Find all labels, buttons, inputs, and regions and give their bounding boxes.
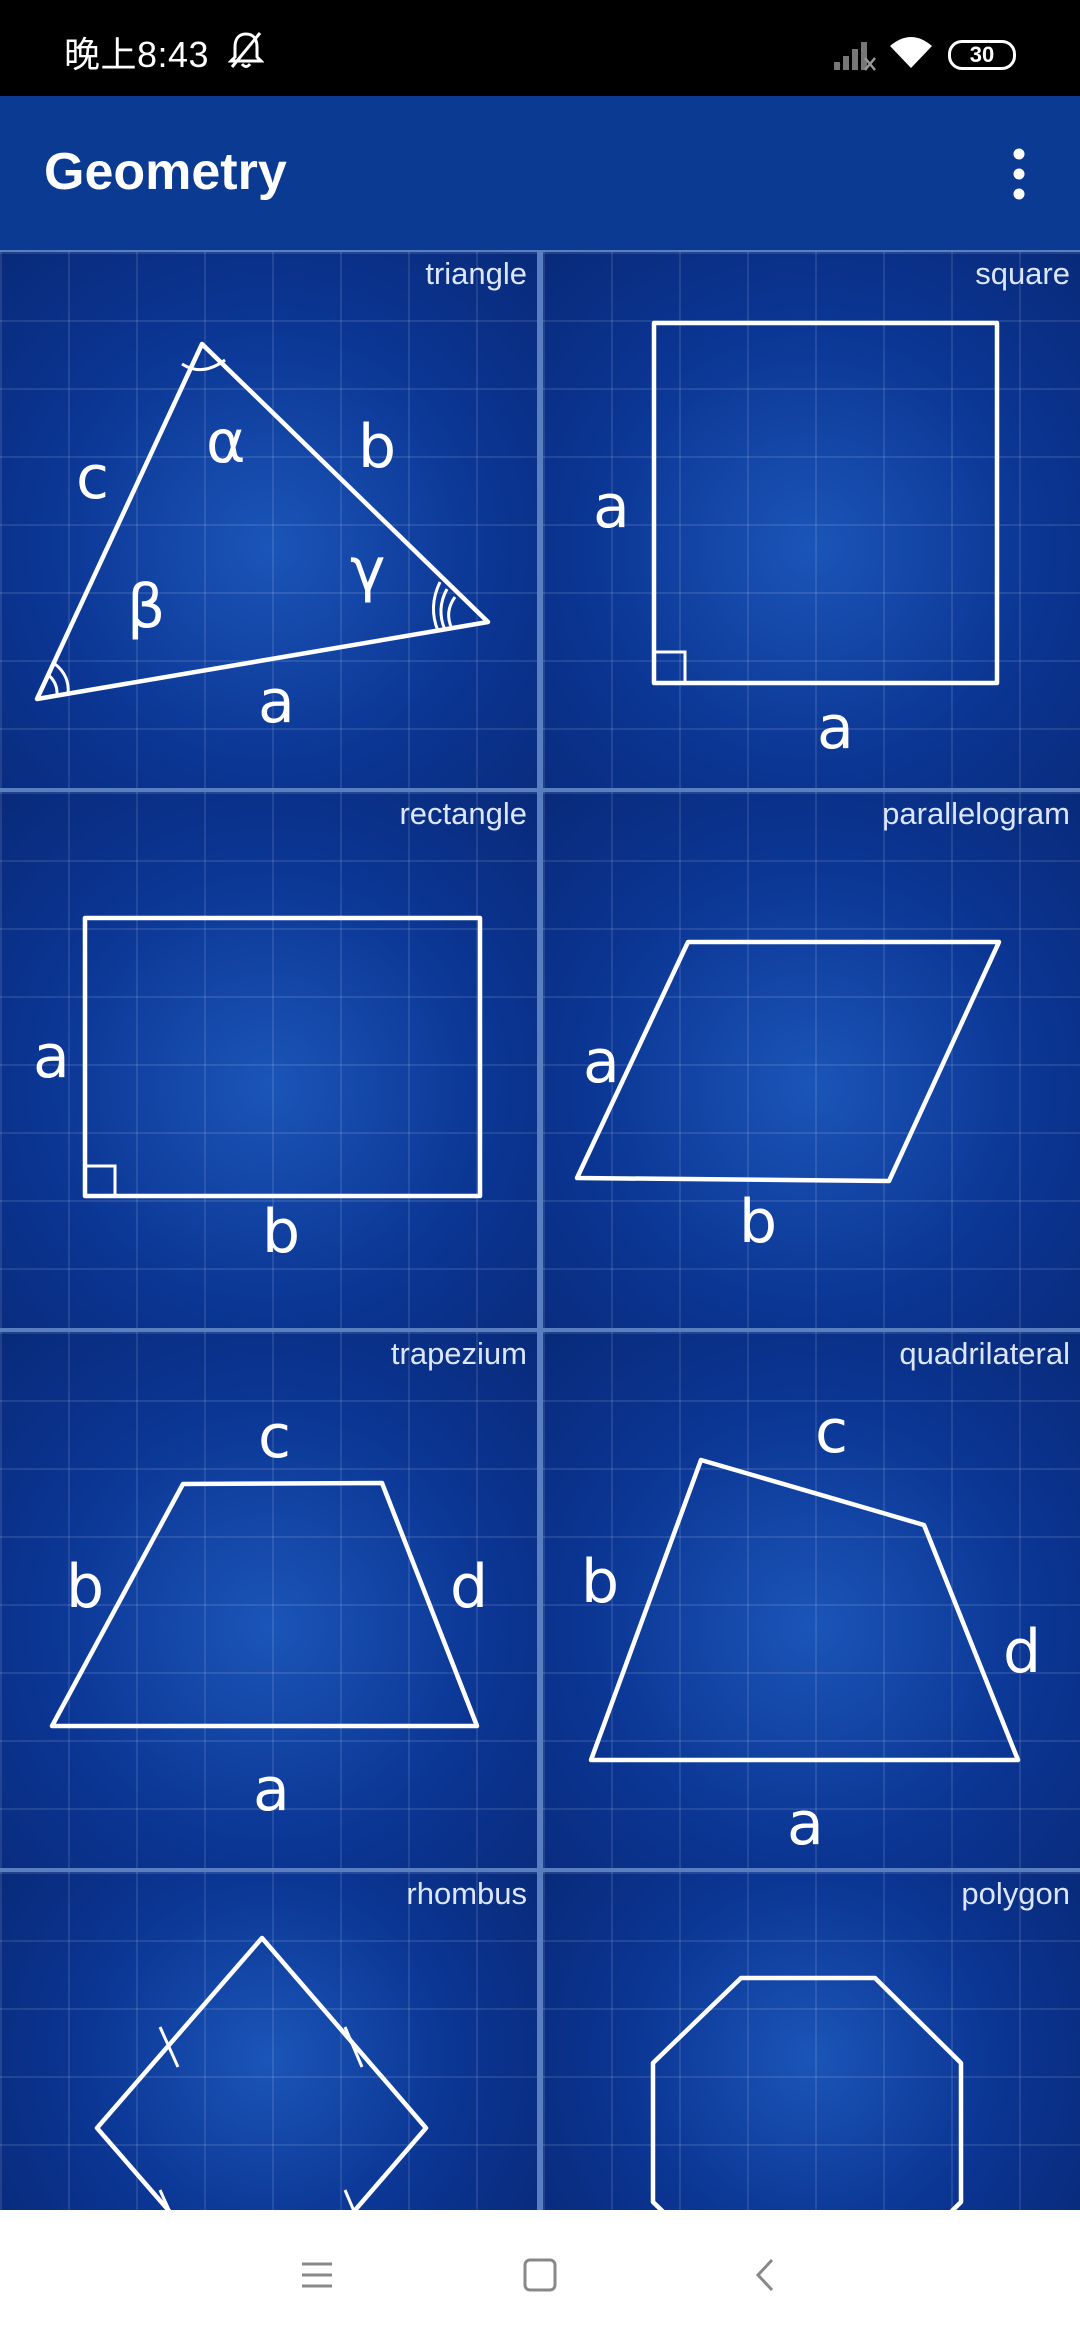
signal-icon	[834, 42, 876, 71]
tile-label: triangle	[425, 256, 527, 291]
side-d: d	[1003, 1617, 1041, 1687]
side-c: c	[815, 1397, 848, 1467]
navigation-bar	[0, 2210, 1080, 2340]
status-bar: 晚上8:43 30	[0, 0, 1080, 96]
side-b: b	[581, 1547, 619, 1617]
triangle-figure: c α b β γ a	[34, 341, 491, 737]
tile-label: rhombus	[406, 1876, 527, 1911]
back-icon[interactable]	[742, 2250, 792, 2300]
rectangle-figure: a b	[33, 915, 483, 1267]
square-figure: a a	[593, 320, 1000, 763]
wifi-icon	[890, 37, 932, 68]
side-b: b	[358, 412, 396, 482]
tile-label: quadrilateral	[899, 1336, 1070, 1371]
menu-icon[interactable]	[292, 2250, 342, 2300]
more-vert-icon[interactable]	[1004, 144, 1034, 204]
tile-label: square	[975, 256, 1070, 291]
battery-icon: 30	[948, 40, 1016, 70]
angle-alpha: α	[206, 407, 246, 477]
trapezium-figure: c b d a	[49, 1402, 488, 1825]
side-b: b	[66, 1552, 104, 1622]
quadrilateral-figure: c b d a	[581, 1397, 1041, 1859]
tile-label: rectangle	[399, 796, 527, 831]
tile-quadrilateral[interactable]: quadrilateral c b d a	[543, 1332, 1080, 1868]
tile-polygon[interactable]: polygon	[543, 1872, 1080, 2210]
tile-rectangle[interactable]: rectangle a b	[0, 792, 537, 1328]
tile-triangle[interactable]: triangle c α b β γ a	[0, 252, 537, 788]
tile-square[interactable]: square a a	[543, 252, 1080, 788]
side-d: d	[450, 1552, 488, 1622]
side-a: a	[258, 667, 295, 737]
polygon-figure	[650, 1975, 964, 2210]
side-a: a	[787, 1789, 824, 1859]
side-a: a	[593, 472, 630, 542]
battery-level: 30	[969, 42, 995, 67]
app-bar: Geometry	[0, 96, 1080, 250]
side-a: a	[253, 1755, 290, 1825]
rhombus-figure	[94, 1935, 429, 2210]
tile-parallelogram[interactable]: parallelogram a b	[543, 792, 1080, 1328]
tile-rhombus[interactable]: rhombus	[0, 1872, 537, 2210]
side-a: a	[583, 1027, 620, 1097]
page-title: Geometry	[44, 143, 287, 201]
angle-beta: β	[127, 572, 165, 642]
side-c: c	[76, 443, 109, 513]
side-a-bottom: a	[817, 693, 854, 763]
angle-gamma: γ	[350, 535, 386, 605]
side-b: b	[262, 1197, 300, 1267]
shape-grid: triangle c α b β γ a square a a rectangl…	[0, 250, 1080, 2210]
bell-off-icon	[228, 32, 264, 68]
home-icon[interactable]	[515, 2250, 565, 2300]
parallelogram-figure: a b	[574, 939, 1002, 1257]
tile-label: trapezium	[390, 1336, 527, 1371]
tile-label: polygon	[961, 1876, 1070, 1911]
side-b: b	[739, 1187, 777, 1257]
tile-label: parallelogram	[882, 796, 1070, 831]
side-c: c	[258, 1402, 291, 1472]
tile-trapezium[interactable]: trapezium c b d a	[0, 1332, 537, 1868]
side-a: a	[33, 1022, 70, 1092]
status-time: 晚上8:43	[64, 34, 210, 75]
